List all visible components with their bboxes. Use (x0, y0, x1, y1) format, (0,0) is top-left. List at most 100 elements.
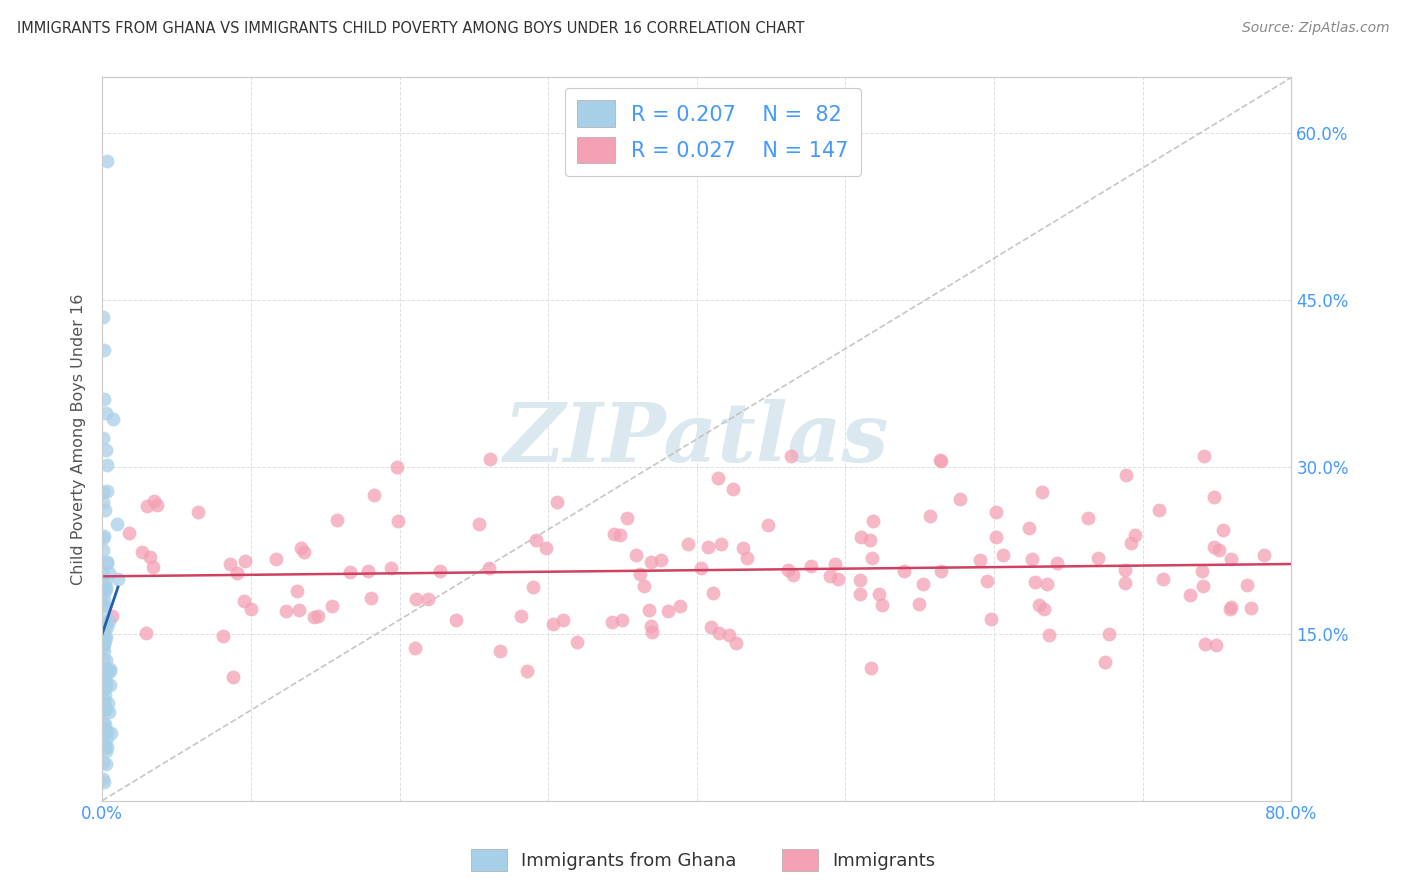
Point (405, 592, 427, 607)
Point (91, 566, 114, 581)
Point (96, 662, 118, 676)
Point (969, 553, 991, 567)
Point (872, 599, 894, 613)
Point (139, 550, 162, 565)
Point (851, 530, 873, 544)
Point (339, 566, 361, 580)
Point (380, 561, 402, 575)
Point (1032, 602, 1054, 616)
Point (516, 664, 538, 678)
Legend: Immigrants from Ghana, Immigrants: Immigrants from Ghana, Immigrants (464, 842, 942, 879)
Text: ZIPatlas: ZIPatlas (505, 399, 890, 479)
Point (91, 484, 114, 499)
Point (239, 601, 262, 615)
Point (219, 557, 242, 571)
Point (94, 619, 117, 633)
Point (717, 628, 740, 642)
Point (657, 604, 679, 618)
Point (404, 640, 426, 655)
Point (1115, 467, 1137, 482)
Point (735, 551, 758, 566)
Point (105, 516, 128, 531)
Point (98, 678, 121, 692)
Point (600, 615, 623, 629)
Point (97, 696, 120, 710)
Point (1114, 576, 1136, 591)
Point (221, 670, 243, 684)
Point (1038, 628, 1060, 642)
Point (94, 576, 117, 591)
Point (522, 580, 544, 594)
Point (986, 505, 1008, 519)
Point (387, 514, 409, 528)
Point (91, 531, 114, 545)
Point (93, 310, 115, 324)
Point (93, 681, 115, 696)
Point (1114, 563, 1136, 577)
Point (91, 543, 114, 558)
Point (650, 553, 672, 567)
Point (1021, 551, 1043, 566)
Point (93, 775, 115, 789)
Point (1192, 449, 1215, 463)
Point (479, 451, 502, 466)
Point (91, 651, 114, 665)
Point (1220, 600, 1243, 615)
Point (287, 583, 309, 598)
Point (93, 723, 115, 737)
Point (1194, 637, 1216, 651)
Point (782, 567, 804, 582)
Point (307, 608, 329, 623)
Point (93, 723, 115, 738)
Point (274, 604, 297, 618)
Point (94, 582, 117, 596)
Point (818, 569, 841, 583)
Point (565, 635, 588, 649)
Point (93, 529, 115, 543)
Point (187, 504, 209, 518)
Point (91, 495, 114, 509)
Point (91, 624, 114, 638)
Point (920, 509, 942, 524)
Point (96, 484, 118, 499)
Point (131, 545, 153, 559)
Point (93, 613, 115, 627)
Point (98, 614, 121, 628)
Point (849, 573, 872, 587)
Text: Source: ZipAtlas.com: Source: ZipAtlas.com (1241, 21, 1389, 35)
Point (94, 502, 117, 516)
Point (849, 587, 872, 601)
Point (444, 613, 467, 627)
Point (94, 744, 117, 758)
Point (1036, 577, 1059, 591)
Point (1212, 523, 1234, 537)
Point (690, 561, 713, 575)
Point (93, 630, 115, 644)
Point (94, 678, 117, 692)
Point (624, 548, 647, 562)
Point (827, 572, 849, 586)
Point (96, 153, 118, 168)
Point (91, 677, 114, 691)
Point (859, 661, 882, 675)
Point (707, 471, 730, 485)
Point (100, 726, 122, 740)
Point (976, 574, 998, 588)
Point (1219, 601, 1241, 615)
Point (676, 537, 699, 551)
Point (93, 698, 115, 712)
Point (546, 495, 568, 509)
Point (702, 586, 724, 600)
Point (107, 572, 129, 586)
Point (1018, 521, 1040, 535)
Point (94, 726, 117, 740)
Point (1205, 638, 1227, 652)
Point (93, 741, 115, 756)
Point (931, 564, 953, 578)
Point (91, 716, 114, 731)
Point (1024, 575, 1046, 590)
Point (94, 442, 117, 457)
Point (93, 637, 115, 651)
Point (91, 772, 114, 786)
Point (93, 623, 115, 637)
